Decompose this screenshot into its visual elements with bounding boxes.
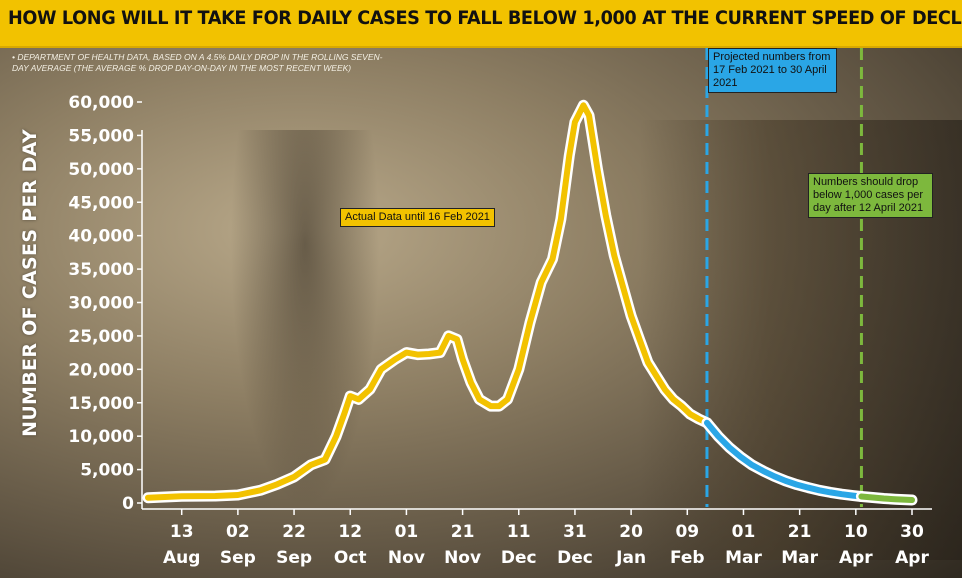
x-tick-month: Nov	[444, 548, 481, 568]
vline-layer	[705, 48, 863, 507]
x-tick-day: 31	[563, 522, 587, 542]
series-layer	[142, 99, 918, 506]
background-figure	[230, 130, 380, 510]
x-tick-day: 10	[844, 522, 868, 542]
x-tick-day: 01	[732, 522, 756, 542]
y-tick-label: 60,000	[68, 93, 134, 113]
x-tick-day: 02	[226, 522, 250, 542]
y-tick-label: 50,000	[68, 160, 134, 180]
x-tick-month: Dec	[501, 548, 537, 568]
x-tick-month: Dec	[557, 548, 593, 568]
y-tick-label: 5,000	[80, 461, 134, 481]
x-tick-day: 22	[282, 522, 306, 542]
y-tick-label: 25,000	[68, 327, 134, 347]
x-tick-month: Mar	[725, 548, 762, 568]
y-tick-label: 20,000	[68, 360, 134, 380]
x-tick-month: Apr	[895, 548, 929, 568]
x-tick-day: 20	[619, 522, 643, 542]
x-tick-month: Oct	[334, 548, 367, 568]
y-tick-label: 55,000	[68, 126, 134, 146]
x-tick-month: Mar	[781, 548, 818, 568]
x-tick-day: 30	[900, 522, 924, 542]
projected-series-line	[704, 419, 865, 500]
x-tick-labels: 13 Aug 02 Sep 22 Sep 12 Oct 01 Nov 21 Nov 11 Dec 31 Dec…	[163, 509, 929, 568]
y-tick-label: 45,000	[68, 193, 134, 213]
y-tick-label: 35,000	[68, 260, 134, 280]
threshold-annotation: Numbers should drop below 1,000 cases pe…	[808, 173, 933, 218]
x-tick-day: 21	[451, 522, 475, 542]
x-tick-month: Sep	[276, 548, 312, 568]
x-tick-day: 01	[395, 522, 419, 542]
x-tick-day: 13	[170, 522, 194, 542]
actual-data-annotation: Actual Data until 16 Feb 2021	[340, 208, 495, 227]
chart-title: HOW LONG WILL IT TAKE FOR DAILY CASES TO…	[8, 8, 962, 29]
x-tick-day: 21	[788, 522, 812, 542]
projected-annotation: Projected numbers from 17 Feb 2021 to 30…	[708, 48, 837, 93]
x-tick-month: Feb	[670, 548, 705, 568]
x-tick-month: Nov	[388, 548, 425, 568]
x-tick-day: 09	[675, 522, 699, 542]
x-tick-day: 11	[507, 522, 531, 542]
projected-series-outline	[701, 417, 867, 502]
x-tick-month: Aug	[163, 548, 200, 568]
actual-series-line	[145, 102, 710, 501]
y-tick-label: 15,000	[68, 394, 134, 414]
y-tick-label: 10,000	[68, 427, 134, 447]
title-band: HOW LONG WILL IT TAKE FOR DAILY CASES TO…	[0, 0, 962, 48]
y-tick-label: 40,000	[68, 227, 134, 247]
post-threshold-series-line	[858, 493, 915, 503]
x-tick-month: Sep	[220, 548, 256, 568]
x-tick-month: Jan	[615, 548, 646, 568]
y-tick-label: 0	[122, 494, 134, 514]
x-tick-day: 12	[338, 522, 362, 542]
y-tick-label: 30,000	[68, 294, 134, 314]
actual-series-outline	[142, 99, 713, 504]
x-tick-month: Apr	[839, 548, 873, 568]
y-tick-labels: 0 5,000 10,000 15,000 20,000 25,000 30,000 35,0…	[68, 93, 142, 514]
source-note: • DEPARTMENT OF HEALTH DATA, BASED ON A …	[12, 52, 383, 73]
